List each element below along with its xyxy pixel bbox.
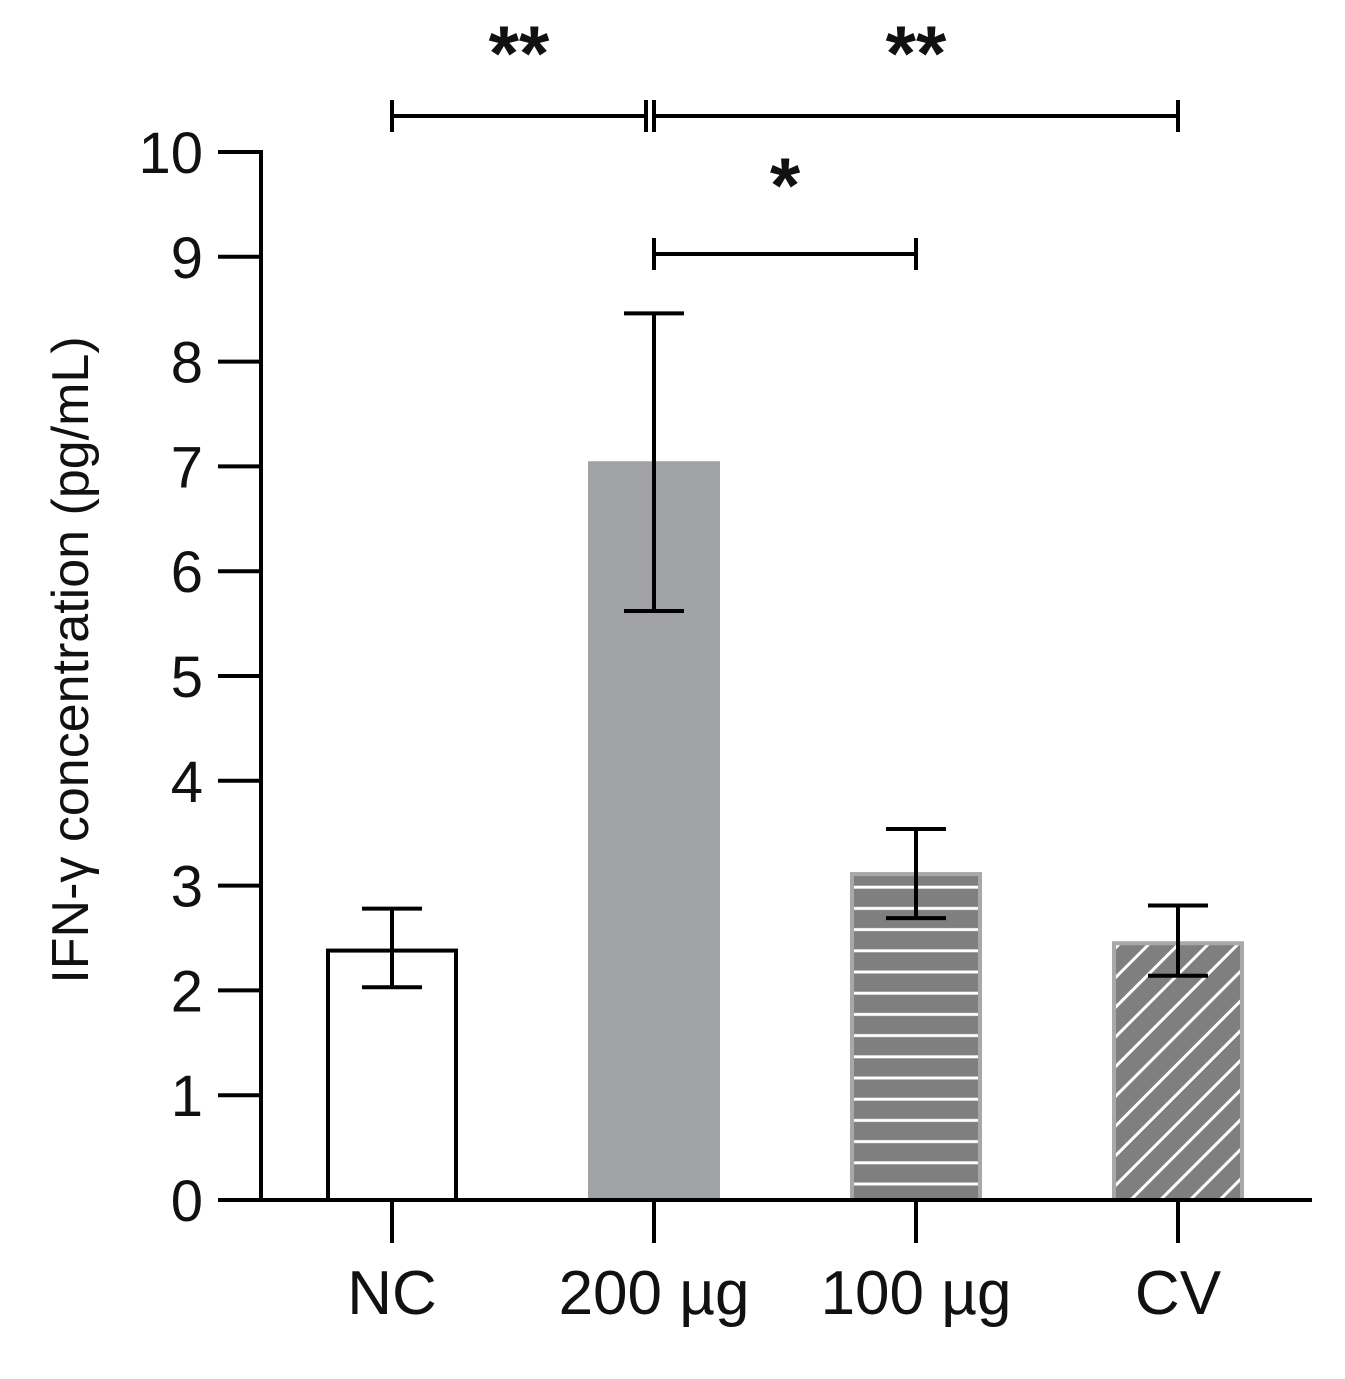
- y-tick-label-6: 6: [171, 540, 203, 605]
- x-category-label-0: NC: [347, 1259, 437, 1328]
- y-tick-label-8: 8: [171, 331, 203, 396]
- significance-bracket-1: **: [652, 9, 1180, 132]
- x-category-label-2: 100 µg: [821, 1259, 1012, 1328]
- error-bar-1: [624, 311, 684, 614]
- bar-0: [326, 948, 458, 1202]
- significance-label-2: *: [770, 141, 801, 229]
- y-tick-label-3: 3: [171, 855, 203, 920]
- y-tick-label-2: 2: [171, 959, 203, 1024]
- bar-3: [1112, 941, 1244, 1202]
- y-tick-label-1: 1: [171, 1064, 203, 1129]
- error-bar-0: [362, 906, 422, 990]
- y-tick-label-10: 10: [138, 121, 203, 186]
- significance-bracket-0: **: [390, 9, 648, 132]
- y-tick-label-0: 0: [171, 1169, 203, 1234]
- y-tick-label-4: 4: [171, 750, 203, 815]
- y-tick-label-7: 7: [171, 435, 203, 500]
- y-tick-label-5: 5: [171, 645, 203, 710]
- x-category-label-1: 200 µg: [559, 1259, 750, 1328]
- y-tick-label-9: 9: [171, 226, 203, 291]
- significance-label-1: **: [886, 9, 947, 97]
- significance-bracket-2: *: [652, 141, 918, 270]
- error-bar-2: [886, 827, 946, 921]
- y-axis-title: IFN-γ concentration (pg/mL): [42, 336, 100, 983]
- error-bar-3: [1148, 903, 1208, 978]
- significance-label-0: **: [489, 9, 550, 97]
- bar-2: [850, 872, 982, 1203]
- x-category-label-3: CV: [1135, 1259, 1222, 1328]
